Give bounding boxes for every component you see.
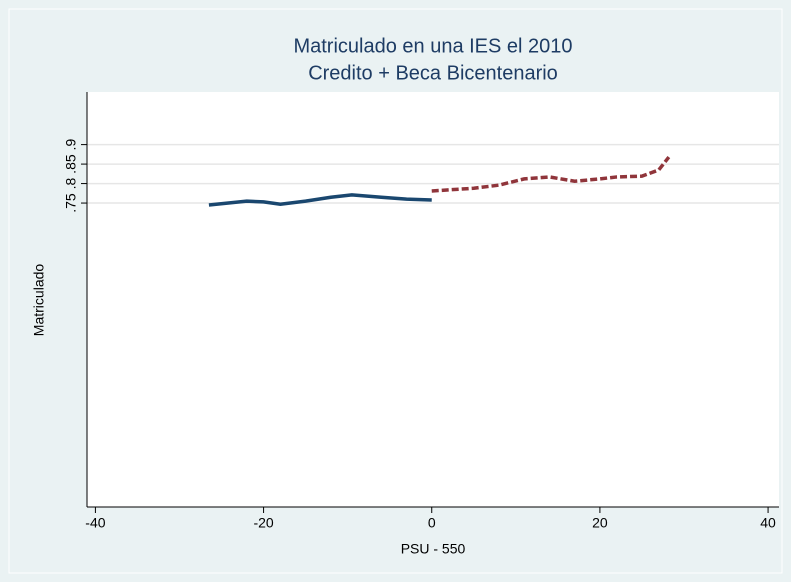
x-tick-label: 0 bbox=[428, 515, 436, 531]
x-tick-label: 20 bbox=[592, 515, 608, 531]
x-axis-label: PSU - 550 bbox=[401, 541, 466, 557]
y-tick-label: .9 bbox=[63, 139, 79, 151]
x-tick-label: -20 bbox=[253, 515, 273, 531]
y-tick-label: .75 bbox=[63, 193, 79, 213]
y-tick-label: .85 bbox=[63, 154, 79, 174]
x-tick-label: -40 bbox=[85, 515, 105, 531]
chart-subtitle: Credito + Beca Bicentenario bbox=[308, 62, 558, 84]
plot-area bbox=[87, 92, 779, 507]
chart-title: Matriculado en una IES el 2010 bbox=[293, 35, 572, 57]
x-tick-label: 40 bbox=[760, 515, 776, 531]
line-series bbox=[208, 193, 432, 207]
y-tick-label: .8 bbox=[63, 178, 79, 190]
line-series bbox=[431, 155, 671, 193]
y-axis-label: Matriculado bbox=[31, 264, 47, 337]
